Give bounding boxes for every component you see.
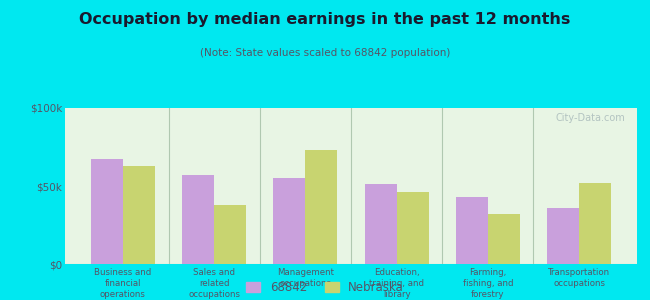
- Bar: [579, 183, 611, 264]
- Bar: [306, 150, 337, 264]
- Bar: [488, 214, 520, 264]
- Text: (Note: State values scaled to 68842 population): (Note: State values scaled to 68842 popu…: [200, 48, 450, 58]
- Bar: [91, 160, 123, 264]
- Bar: [274, 178, 305, 264]
- Legend: 68842, Nebraska: 68842, Nebraska: [246, 281, 404, 294]
- Text: Occupation by median earnings in the past 12 months: Occupation by median earnings in the pas…: [79, 12, 571, 27]
- Bar: [396, 192, 428, 264]
- Text: City-Data.com: City-Data.com: [556, 113, 625, 123]
- Bar: [123, 166, 155, 264]
- Bar: [456, 197, 488, 264]
- Bar: [365, 184, 396, 264]
- Bar: [214, 205, 246, 264]
- Bar: [182, 175, 214, 264]
- Bar: [547, 208, 579, 264]
